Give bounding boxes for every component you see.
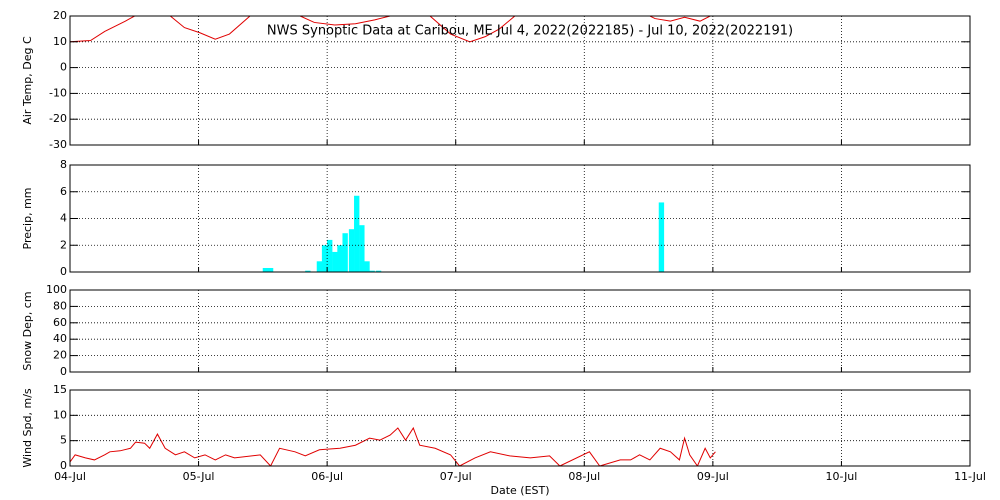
y-tick-label: 80 bbox=[53, 299, 67, 312]
x-axis-label: Date (EST) bbox=[490, 484, 549, 497]
bar bbox=[354, 195, 360, 272]
y-tick-label: 20 bbox=[53, 9, 67, 22]
y-tick-label: 60 bbox=[53, 316, 67, 329]
line bbox=[70, 16, 712, 43]
y-tick-label: 4 bbox=[60, 212, 67, 225]
bar bbox=[267, 267, 274, 272]
y-tick-label: -10 bbox=[49, 86, 67, 99]
bar bbox=[364, 261, 370, 272]
y-tick-label: -20 bbox=[49, 112, 67, 125]
y-tick-label: 20 bbox=[53, 349, 67, 362]
y-axis-label: Precip, mm bbox=[21, 188, 34, 250]
y-axis-label: Air Temp, Deg C bbox=[21, 36, 34, 125]
x-tick-label: 06-Jul bbox=[311, 470, 343, 483]
plot-area bbox=[70, 426, 716, 466]
x-tick-label: 09-Jul bbox=[697, 470, 729, 483]
bar bbox=[375, 270, 382, 272]
x-tick-label: 08-Jul bbox=[568, 470, 600, 483]
y-tick-label: 15 bbox=[53, 383, 67, 396]
plot-area bbox=[70, 16, 712, 43]
y-tick-label: 5 bbox=[60, 434, 67, 447]
y-tick-label: 0 bbox=[60, 61, 67, 74]
y-tick-label: 6 bbox=[60, 185, 67, 198]
y-tick-label: 2 bbox=[60, 238, 67, 251]
x-tick-label: 10-Jul bbox=[825, 470, 857, 483]
y-tick-label: 0 bbox=[60, 459, 67, 472]
bar bbox=[327, 239, 333, 272]
bar bbox=[316, 261, 323, 272]
bar bbox=[359, 225, 365, 272]
bar bbox=[262, 267, 269, 272]
x-tick-label: 04-Jul bbox=[54, 470, 86, 483]
y-tick-label: 40 bbox=[53, 332, 67, 345]
y-tick-label: 100 bbox=[46, 283, 67, 296]
y-tick-label: 10 bbox=[53, 408, 67, 421]
axes-frame bbox=[69, 289, 971, 373]
x-tick-label: 07-Jul bbox=[440, 470, 472, 483]
bar bbox=[348, 229, 355, 272]
y-tick-label: 0 bbox=[60, 365, 67, 378]
bar bbox=[305, 270, 311, 272]
bar bbox=[369, 270, 375, 272]
line bbox=[70, 426, 716, 466]
y-tick-label: 8 bbox=[60, 158, 67, 171]
bar bbox=[332, 251, 338, 272]
bar bbox=[337, 245, 343, 272]
axes-frame bbox=[69, 389, 971, 467]
y-tick-label: 10 bbox=[53, 35, 67, 48]
x-tick-label: 05-Jul bbox=[183, 470, 215, 483]
bar bbox=[658, 202, 665, 272]
y-axis-label: Snow Dep, cm bbox=[21, 291, 34, 370]
axes-frame bbox=[69, 15, 971, 146]
y-axis-label: Wind Spd, m/s bbox=[21, 388, 34, 468]
bar bbox=[321, 245, 328, 272]
y-tick-label: 0 bbox=[60, 265, 67, 278]
y-tick-label: -30 bbox=[49, 138, 67, 151]
x-tick-label: 11-Jul bbox=[954, 470, 986, 483]
plot-area bbox=[262, 195, 665, 272]
axes-frame bbox=[69, 164, 971, 273]
chart-title: NWS Synoptic Data at Caribou, ME Jul 4, … bbox=[267, 24, 793, 39]
bar bbox=[342, 233, 348, 272]
